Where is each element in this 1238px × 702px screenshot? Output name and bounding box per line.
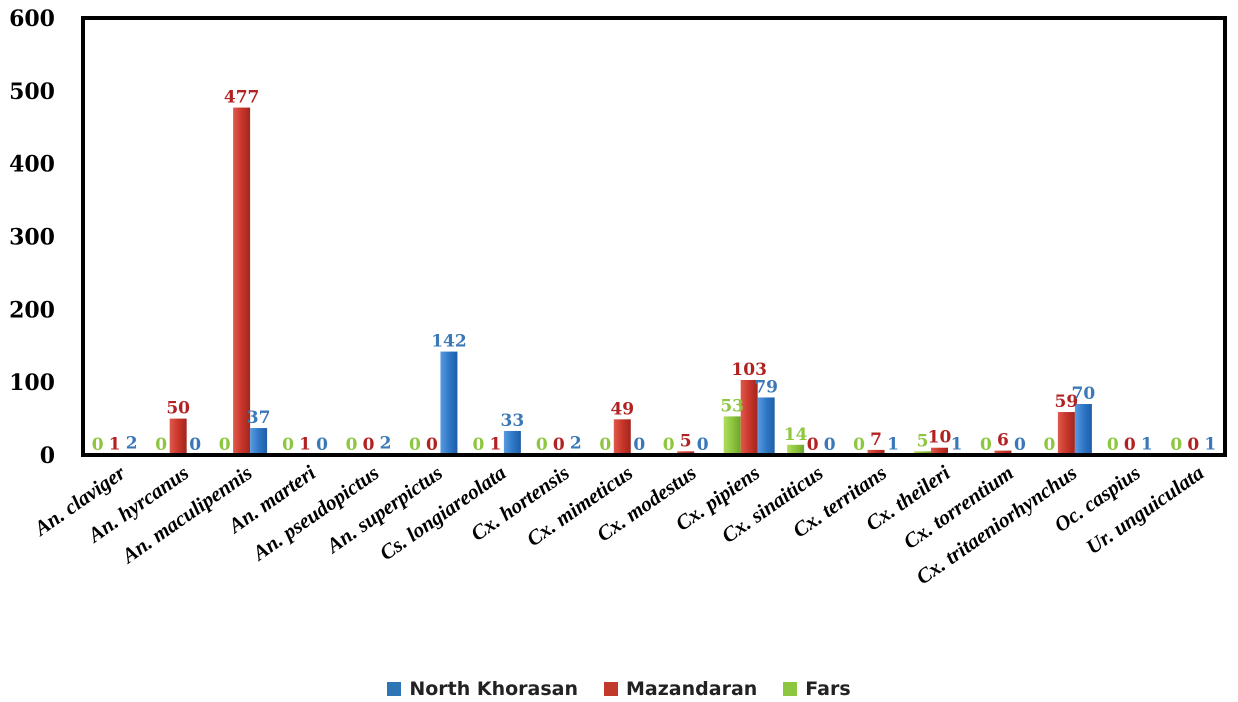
data-label-mazandaran: 1: [299, 434, 311, 454]
data-label-fars: 0: [1170, 435, 1182, 455]
data-label-north-khorasan: 2: [126, 434, 138, 454]
bar-north-khorasan: [250, 428, 268, 455]
bar-north-khorasan: [440, 351, 458, 455]
data-label-mazandaran: 0: [1124, 435, 1136, 455]
data-label-north-khorasan: 0: [1014, 435, 1026, 455]
data-label-north-khorasan: 33: [501, 411, 525, 431]
y-tick-label: 400: [9, 152, 55, 178]
legend-item-north-khorasan: North Khorasan: [387, 678, 578, 700]
data-label-north-khorasan: 1: [1204, 434, 1216, 454]
data-label-north-khorasan: 0: [697, 435, 709, 455]
data-label-north-khorasan: 37: [247, 408, 271, 428]
data-label-mazandaran: 7: [870, 430, 882, 450]
bar-mazandaran: [867, 449, 885, 455]
data-label-mazandaran: 0: [363, 435, 375, 455]
data-label-mazandaran: 1: [109, 434, 121, 454]
y-tick-label: 0: [40, 443, 55, 469]
data-label-fars: 0: [92, 435, 104, 455]
data-label-mazandaran: 10: [928, 428, 952, 448]
data-label-mazandaran: 0: [553, 435, 565, 455]
bar-mazandaran: [931, 447, 948, 455]
legend-swatch-north-khorasan: [387, 682, 402, 696]
y-axis: 0 100 200 300 400 500 600: [9, 6, 55, 469]
bar-fars: [787, 444, 805, 455]
data-label-fars: 0: [1043, 435, 1055, 455]
y-tick-label: 100: [9, 370, 55, 396]
data-label-mazandaran: 0: [1187, 435, 1199, 455]
data-label-fars: 0: [663, 435, 675, 455]
data-label-north-khorasan: 2: [380, 434, 392, 454]
data-label-fars: 0: [1107, 435, 1119, 455]
y-tick-label: 500: [9, 79, 55, 105]
data-label-mazandaran: 103: [731, 360, 767, 380]
data-label-mazandaran: 0: [807, 435, 819, 455]
data-label-fars: 0: [219, 435, 231, 455]
legend-swatch-mazandaran: [604, 682, 619, 696]
bar-north-khorasan: [503, 430, 521, 455]
data-label-north-khorasan: 1: [951, 434, 963, 454]
legend-label-north-khorasan: North Khorasan: [409, 678, 579, 700]
data-label-mazandaran: 50: [166, 399, 190, 419]
y-tick-label: 300: [9, 225, 55, 251]
bar-fars: [723, 416, 741, 455]
data-label-fars: 0: [599, 435, 611, 455]
data-label-fars: 0: [536, 435, 548, 455]
bar-mazandaran: [994, 450, 1012, 455]
bar-mazandaran: [169, 418, 187, 455]
data-label-mazandaran: 5: [680, 431, 692, 451]
data-label-fars: 14: [784, 425, 808, 445]
data-label-fars: 53: [720, 396, 744, 416]
plot-frame: [81, 16, 1227, 457]
data-label-fars: 0: [155, 435, 167, 455]
data-label-north-khorasan: 79: [754, 377, 778, 397]
bar-north-khorasan: [1074, 404, 1092, 455]
data-label-fars: 5: [917, 431, 929, 451]
data-label-north-khorasan: 142: [431, 332, 467, 352]
data-label-fars: 0: [346, 435, 358, 455]
legend-swatch-fars: [783, 682, 798, 696]
data-label-north-khorasan: 0: [189, 435, 201, 455]
data-label-north-khorasan: 0: [316, 435, 328, 455]
data-label-mazandaran: 477: [224, 88, 260, 108]
data-label-north-khorasan: 2: [570, 434, 582, 454]
data-label-mazandaran: 0: [426, 435, 438, 455]
legend-item-fars: Fars: [783, 678, 851, 700]
y-tick-label: 200: [9, 297, 55, 323]
data-label-fars: 0: [472, 435, 484, 455]
bar-north-khorasan: [757, 397, 775, 455]
data-label-mazandaran: 6: [997, 431, 1009, 451]
bar-mazandaran: [740, 379, 758, 455]
legend-label-mazandaran: Mazandaran: [626, 678, 758, 700]
data-label-mazandaran: 1: [489, 434, 501, 454]
data-label-mazandaran: 59: [1055, 392, 1079, 412]
data-label-north-khorasan: 1: [1141, 434, 1153, 454]
data-label-fars: 0: [980, 435, 992, 455]
data-label-mazandaran: 49: [610, 399, 634, 419]
bar-mazandaran: [1057, 412, 1075, 455]
bar-mazandaran: [613, 419, 631, 455]
data-label-fars: 0: [282, 435, 294, 455]
data-label-north-khorasan: 1: [887, 434, 899, 454]
legend-label-fars: Fars: [805, 678, 851, 700]
data-label-fars: 0: [853, 435, 865, 455]
y-tick-label: 600: [9, 6, 55, 32]
legend: North Khorasan Mazandaran Fars: [0, 676, 1238, 702]
data-label-north-khorasan: 70: [1072, 384, 1096, 404]
data-label-north-khorasan: 0: [824, 435, 836, 455]
data-label-north-khorasan: 0: [633, 435, 645, 455]
legend-item-mazandaran: Mazandaran: [604, 678, 757, 700]
bars: [106, 107, 1219, 456]
bar-mazandaran: [233, 107, 251, 456]
data-label-fars: 0: [409, 435, 421, 455]
